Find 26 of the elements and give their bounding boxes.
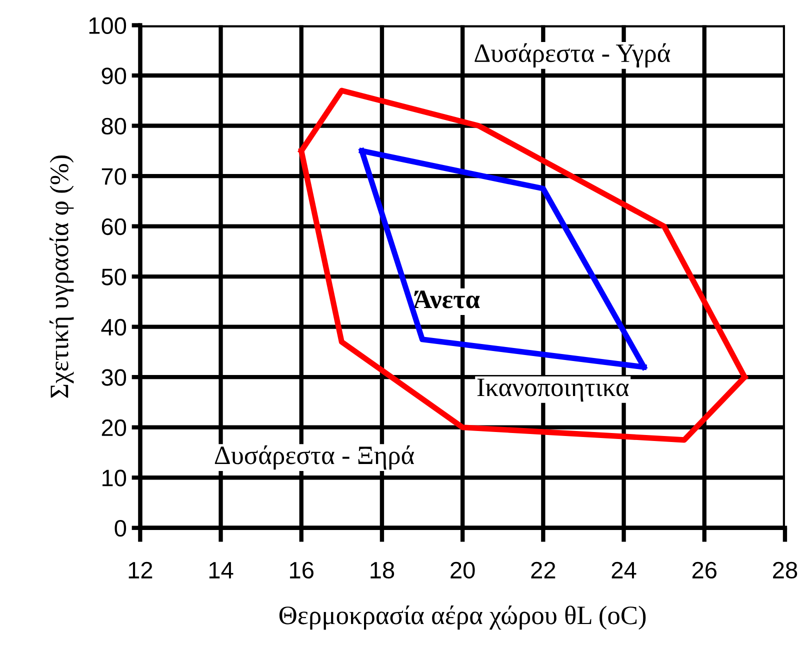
y-tick-label: 40 bbox=[101, 318, 126, 336]
y-axis-title: Σχετική υγρασία φ (%) bbox=[49, 156, 74, 398]
x-tick-label: 14 bbox=[209, 562, 234, 578]
x-axis-title: Θερμοκρασία αέρα χώρου θL (oC) bbox=[279, 605, 646, 630]
y-tick-label: 100 bbox=[89, 17, 126, 34]
x-tick-label: 26 bbox=[692, 562, 716, 579]
x-tick-label: 12 bbox=[128, 562, 152, 578]
annotation: Δυσάρεστα - Ξηρά bbox=[214, 445, 414, 470]
annotation: Ικανοποιητικα bbox=[477, 378, 629, 402]
y-tick-label: 10 bbox=[102, 470, 126, 486]
y-tick-label: 90 bbox=[102, 68, 126, 84]
y-tick-label: 80 bbox=[102, 118, 126, 135]
x-tick-label: 18 bbox=[370, 562, 394, 579]
y-tick-label: 20 bbox=[102, 419, 126, 436]
annotation: Άνετα bbox=[413, 290, 480, 308]
y-tick-label: 60 bbox=[102, 218, 126, 236]
x-tick-label: 16 bbox=[290, 562, 314, 579]
x-tick-label: 20 bbox=[450, 562, 475, 579]
y-tick-label: 70 bbox=[102, 168, 126, 185]
x-tick-label: 22 bbox=[531, 562, 556, 578]
y-tick-label: 30 bbox=[102, 369, 126, 386]
y-tick-label: 50 bbox=[102, 268, 126, 286]
x-tick-label: 24 bbox=[612, 562, 636, 578]
annotation: Δυσάρεστα - Υγρά bbox=[474, 43, 670, 68]
y-tick-label: 0 bbox=[114, 520, 126, 537]
x-tick-label: 28 bbox=[773, 562, 798, 579]
